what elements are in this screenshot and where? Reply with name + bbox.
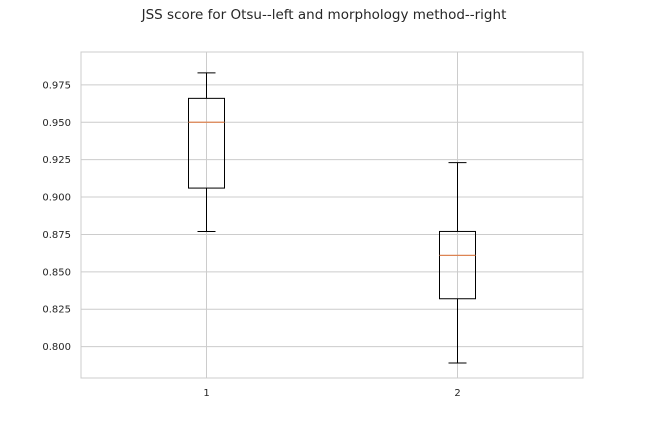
y-tick-label: 0.800 bbox=[42, 342, 71, 353]
y-tick-label: 0.925 bbox=[42, 155, 71, 166]
box-iqr bbox=[439, 230, 476, 300]
y-tick-label: 0.875 bbox=[42, 230, 71, 241]
y-tick-label: 0.850 bbox=[42, 267, 71, 278]
y-tick-label: 0.825 bbox=[42, 305, 71, 316]
y-tick-label: 0.900 bbox=[42, 193, 71, 204]
plot-frame bbox=[80, 51, 584, 379]
y-tick-label: 0.975 bbox=[42, 80, 71, 91]
x-tick-label: 1 bbox=[203, 388, 209, 399]
chart-title: JSS score for Otsu--left and morphology … bbox=[141, 7, 507, 23]
y-tick-label: 0.950 bbox=[42, 118, 71, 129]
x-tick-label: 2 bbox=[454, 388, 460, 399]
box-iqr bbox=[188, 97, 225, 189]
